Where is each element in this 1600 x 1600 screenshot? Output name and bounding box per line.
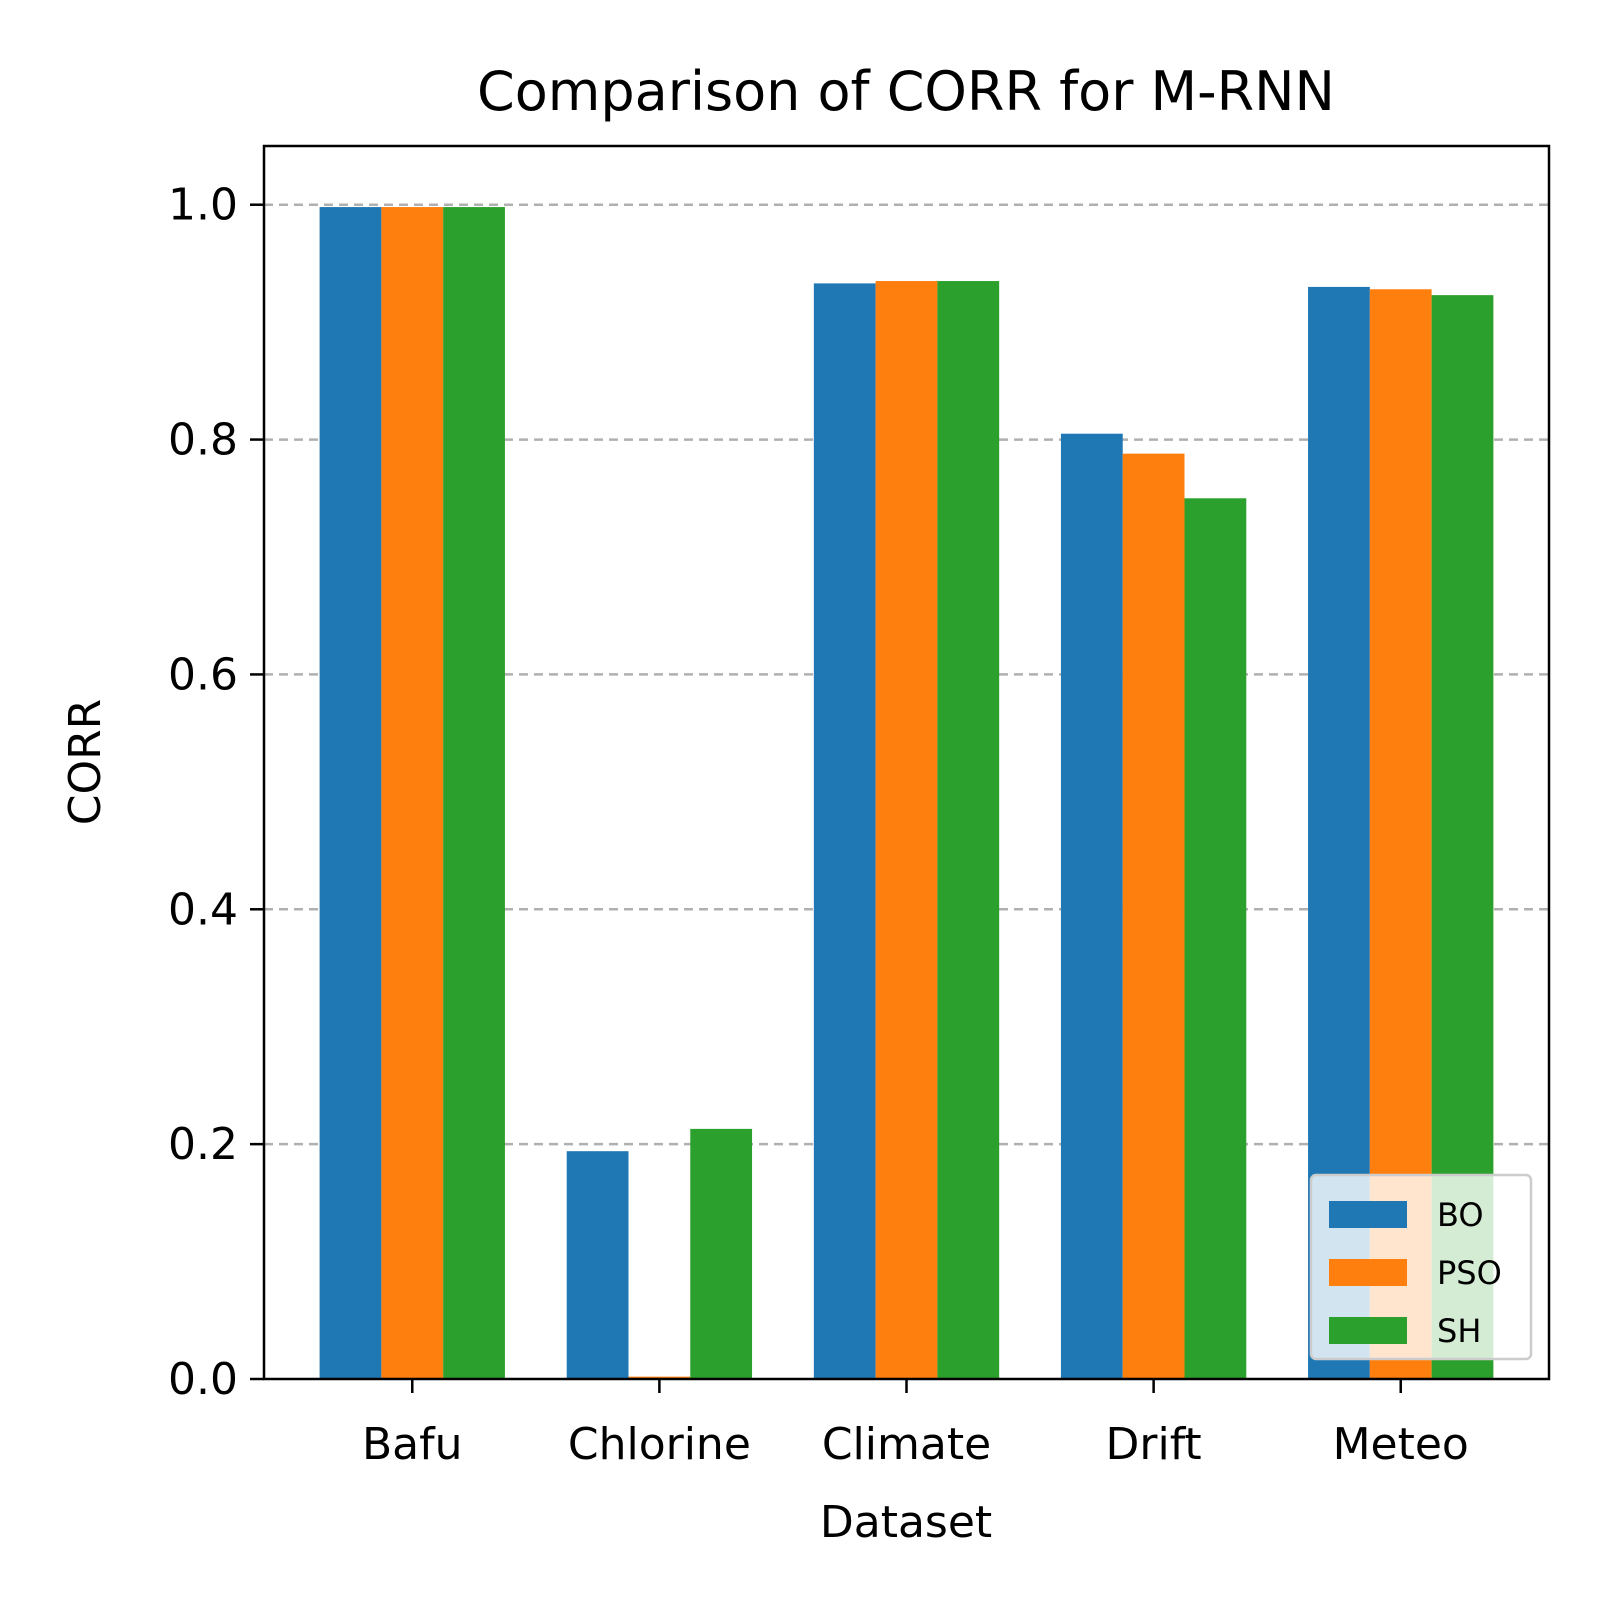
legend-swatch-pso xyxy=(1329,1259,1407,1286)
bar-bo-drift xyxy=(1060,433,1123,1379)
bar-bo-chlorine xyxy=(566,1151,629,1379)
legend-label-sh: SH xyxy=(1437,1312,1481,1350)
chart-title: Comparison of CORR for M-RNN xyxy=(477,60,1335,123)
x-tick-label-chlorine: Chlorine xyxy=(568,1419,751,1470)
bar-sh-climate xyxy=(937,281,1000,1379)
y-tick-label-2: 0.4 xyxy=(168,884,238,935)
x-tick-label-climate: Climate xyxy=(822,1419,991,1470)
y-tick-label-3: 0.6 xyxy=(168,649,238,700)
bar-bo-climate xyxy=(813,283,876,1380)
x-axis-label: Dataset xyxy=(820,1497,992,1548)
bar-sh-chlorine xyxy=(690,1128,753,1379)
y-tick-label-0: 0.0 xyxy=(168,1354,238,1405)
bar-bo-bafu xyxy=(319,207,382,1379)
legend: BO PSO SH xyxy=(1309,1173,1533,1361)
x-tick-label-meteo: Meteo xyxy=(1333,1419,1469,1470)
bar-pso-bafu xyxy=(381,207,444,1379)
legend-swatch-sh xyxy=(1329,1317,1407,1344)
y-tick-label-5: 1.0 xyxy=(168,180,238,231)
bar-sh-drift xyxy=(1184,498,1247,1379)
bar-pso-climate xyxy=(875,281,938,1379)
y-tick-label-4: 0.8 xyxy=(168,415,238,466)
legend-swatch-bo xyxy=(1329,1201,1407,1228)
x-tick-label-drift: Drift xyxy=(1106,1419,1202,1470)
legend-label-pso: PSO xyxy=(1437,1254,1502,1292)
bar-sh-bafu xyxy=(443,207,505,1379)
y-axis: 0.0 0.2 0.4 0.6 0.8 1.0 xyxy=(168,180,264,1405)
x-tick-label-bafu: Bafu xyxy=(362,1419,463,1470)
bars xyxy=(319,207,1494,1380)
x-axis: Bafu Chlorine Climate Drift Meteo xyxy=(362,1379,1469,1470)
y-tick-label-1: 0.2 xyxy=(168,1119,238,1170)
bar-pso-drift xyxy=(1122,453,1185,1380)
legend-label-bo: BO xyxy=(1437,1196,1484,1234)
y-axis-label: CORR xyxy=(60,699,111,826)
